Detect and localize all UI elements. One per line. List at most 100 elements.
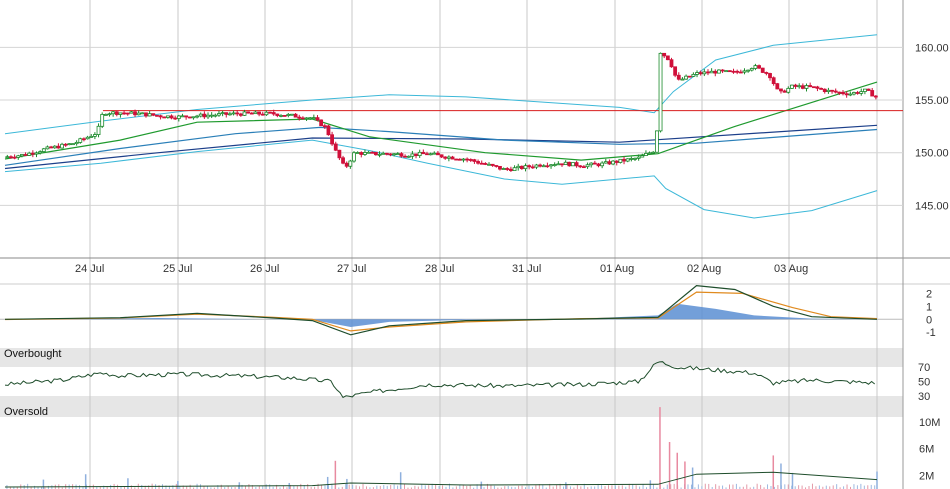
candle-body bbox=[333, 143, 338, 151]
candle-body bbox=[286, 114, 291, 116]
candle-body bbox=[826, 89, 831, 92]
candle-body bbox=[571, 162, 575, 167]
candle-body bbox=[238, 113, 243, 116]
candle-body bbox=[406, 155, 411, 158]
candle-body bbox=[260, 113, 265, 116]
candle-body bbox=[395, 153, 400, 156]
candle-body bbox=[797, 85, 802, 88]
candle-body bbox=[217, 113, 221, 116]
candle-body bbox=[483, 163, 488, 165]
candle-body bbox=[749, 68, 754, 71]
candle-body bbox=[866, 88, 871, 91]
candle-body bbox=[808, 85, 813, 88]
candle-body bbox=[23, 154, 28, 156]
candle-body bbox=[224, 112, 229, 115]
candle-body bbox=[82, 138, 86, 141]
candle-body bbox=[753, 65, 758, 69]
candle-body bbox=[607, 161, 612, 165]
candle-body bbox=[691, 73, 696, 77]
candle-body bbox=[63, 143, 68, 146]
candle-body bbox=[501, 168, 506, 170]
candle-body bbox=[771, 77, 776, 85]
candle-body bbox=[377, 153, 382, 156]
candle-body bbox=[165, 115, 170, 118]
date-tick-label: 28 Jul bbox=[425, 263, 454, 275]
candle-body bbox=[38, 151, 43, 154]
candle-body bbox=[760, 67, 765, 73]
candle-body bbox=[388, 153, 393, 156]
ma-slow-line bbox=[4, 126, 878, 166]
candle-body bbox=[5, 156, 10, 159]
macd-signal-line bbox=[4, 291, 878, 332]
oversold-label: Oversold bbox=[4, 406, 48, 418]
candle-body bbox=[870, 90, 875, 97]
candle-body bbox=[111, 111, 116, 115]
candle-body bbox=[596, 163, 601, 167]
candle-body bbox=[779, 88, 783, 92]
candle-body bbox=[195, 115, 199, 118]
candle-body bbox=[465, 158, 470, 161]
candle-body bbox=[16, 155, 21, 158]
candle-body bbox=[125, 112, 130, 115]
volume-tick-label: 10M bbox=[919, 417, 940, 429]
candle-body bbox=[450, 156, 455, 160]
candle-body bbox=[873, 95, 878, 98]
date-tick-label: 31 Jul bbox=[512, 263, 541, 275]
candle-body bbox=[279, 115, 283, 117]
candle-body bbox=[625, 158, 630, 162]
candle-body bbox=[425, 153, 429, 156]
candle-body bbox=[592, 162, 597, 165]
candle-body bbox=[337, 149, 342, 159]
candle-body bbox=[603, 161, 608, 164]
candle-body bbox=[552, 164, 557, 166]
candle-body bbox=[118, 112, 123, 115]
candle-body bbox=[34, 152, 39, 155]
price-tick-label: 160.00 bbox=[915, 42, 949, 54]
candle-body bbox=[301, 117, 305, 120]
candle-body bbox=[9, 156, 13, 159]
candle-body bbox=[297, 116, 302, 119]
candle-body bbox=[468, 159, 473, 161]
candle-body bbox=[308, 117, 313, 120]
candle-body bbox=[173, 117, 178, 120]
candle-body bbox=[633, 157, 637, 160]
overbought-zone bbox=[0, 348, 903, 367]
candle-body bbox=[341, 157, 345, 164]
volume-panel bbox=[4, 407, 878, 489]
candle-body bbox=[169, 115, 174, 119]
candle-body bbox=[155, 114, 159, 117]
candle-body bbox=[122, 112, 126, 115]
candle-body bbox=[841, 91, 845, 95]
candle-body bbox=[85, 136, 90, 140]
candle-body bbox=[804, 85, 809, 89]
candle-body bbox=[855, 92, 860, 94]
axis-labels: 160.00 155.00 150.00 145.00 24 Jul 25 Jul 26 J… bbox=[75, 42, 949, 482]
bollinger-lower-line bbox=[4, 139, 878, 219]
candle-body bbox=[446, 156, 451, 159]
candle-body bbox=[363, 152, 367, 155]
candle-body bbox=[242, 111, 247, 116]
candle-body bbox=[253, 111, 258, 115]
candle-body bbox=[738, 71, 743, 74]
candle-body bbox=[640, 155, 645, 158]
candle-body bbox=[727, 70, 732, 73]
macd-tick-label: 2 bbox=[926, 288, 932, 300]
candle-body bbox=[724, 70, 729, 73]
candle-body bbox=[271, 112, 276, 115]
candle-body bbox=[479, 162, 484, 165]
candle-body bbox=[494, 165, 499, 167]
price-tick-label: 155.00 bbox=[915, 95, 949, 107]
candle-body bbox=[790, 84, 794, 89]
candle-body bbox=[830, 89, 834, 92]
candle-body bbox=[246, 111, 251, 114]
candle-body bbox=[344, 162, 349, 167]
rsi-panel: Overbought Oversold bbox=[4, 348, 876, 418]
price-tick-label: 150.00 bbox=[915, 148, 949, 160]
candle-body bbox=[538, 164, 543, 167]
candle-body bbox=[60, 143, 64, 149]
candle-body bbox=[282, 115, 287, 117]
volume-tick-label: 2M bbox=[919, 471, 934, 483]
candle-body bbox=[746, 69, 751, 72]
candle-body bbox=[180, 115, 185, 118]
candle-body bbox=[786, 87, 791, 93]
